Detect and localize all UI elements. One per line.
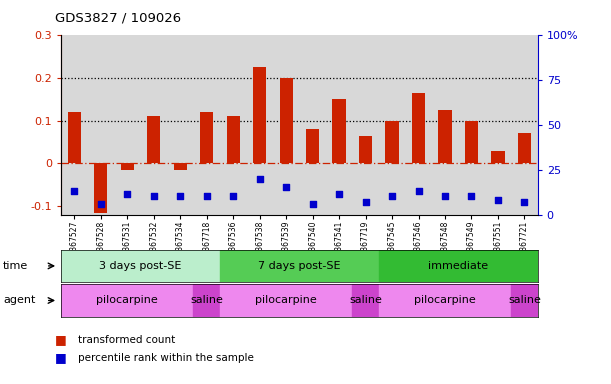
Bar (306, 129, 319, 164)
Bar (61, 35, 87, 215)
Bar (220, 284, 353, 317)
Bar (379, 250, 538, 282)
Bar (141, 35, 167, 215)
Text: ■: ■ (55, 351, 71, 364)
Bar (353, 284, 379, 317)
Bar (511, 35, 538, 215)
Bar (200, 112, 213, 164)
Bar (61, 250, 220, 282)
Text: agent: agent (3, 295, 35, 306)
Bar (412, 93, 425, 164)
Bar (405, 35, 432, 215)
Text: 3 days post-SE: 3 days post-SE (100, 261, 181, 271)
Bar (438, 110, 452, 164)
Text: saline: saline (508, 295, 541, 306)
Point (281, 184, 291, 190)
Bar (227, 116, 240, 164)
Bar (511, 284, 538, 317)
Bar (332, 99, 346, 164)
Bar (246, 35, 273, 215)
Bar (114, 35, 141, 215)
Text: time: time (3, 261, 28, 271)
Point (122, 190, 132, 197)
Bar (279, 78, 293, 164)
Bar (299, 35, 326, 215)
Bar (432, 35, 458, 215)
Point (440, 193, 450, 199)
Bar (174, 164, 187, 170)
Bar (253, 67, 266, 164)
Text: transformed count: transformed count (78, 335, 175, 345)
Point (149, 193, 159, 199)
Bar (465, 121, 478, 164)
Text: ■: ■ (55, 333, 71, 346)
Bar (194, 35, 220, 215)
Bar (458, 35, 485, 215)
Text: GDS3827 / 109026: GDS3827 / 109026 (55, 12, 181, 25)
Bar (220, 35, 246, 215)
Bar (379, 284, 511, 317)
Bar (94, 164, 108, 213)
Bar (147, 116, 160, 164)
Text: 7 days post-SE: 7 days post-SE (258, 261, 341, 271)
Bar (518, 133, 531, 164)
Bar (167, 35, 194, 215)
Bar (220, 250, 379, 282)
Bar (379, 35, 405, 215)
Bar (120, 164, 134, 170)
Bar (273, 35, 299, 215)
Bar (485, 35, 511, 215)
Point (202, 193, 211, 199)
Bar (359, 136, 372, 164)
Point (519, 199, 529, 205)
Point (70, 188, 79, 194)
Bar (326, 35, 353, 215)
Point (308, 201, 318, 207)
Point (96, 201, 106, 207)
Bar (386, 121, 398, 164)
Text: percentile rank within the sample: percentile rank within the sample (78, 353, 254, 363)
Point (467, 193, 477, 199)
Text: saline: saline (190, 295, 223, 306)
Point (334, 190, 344, 197)
Point (175, 193, 185, 199)
Bar (491, 151, 505, 164)
Point (387, 193, 397, 199)
Point (229, 193, 238, 199)
Text: pilocarpine: pilocarpine (255, 295, 317, 306)
Bar (61, 284, 194, 317)
Text: pilocarpine: pilocarpine (414, 295, 476, 306)
Bar (87, 35, 114, 215)
Point (360, 199, 370, 205)
Bar (353, 35, 379, 215)
Bar (194, 284, 220, 317)
Text: immediate: immediate (428, 261, 488, 271)
Point (414, 188, 423, 194)
Text: saline: saline (349, 295, 382, 306)
Point (493, 197, 503, 203)
Point (255, 175, 265, 182)
Text: pilocarpine: pilocarpine (97, 295, 158, 306)
Bar (68, 112, 81, 164)
